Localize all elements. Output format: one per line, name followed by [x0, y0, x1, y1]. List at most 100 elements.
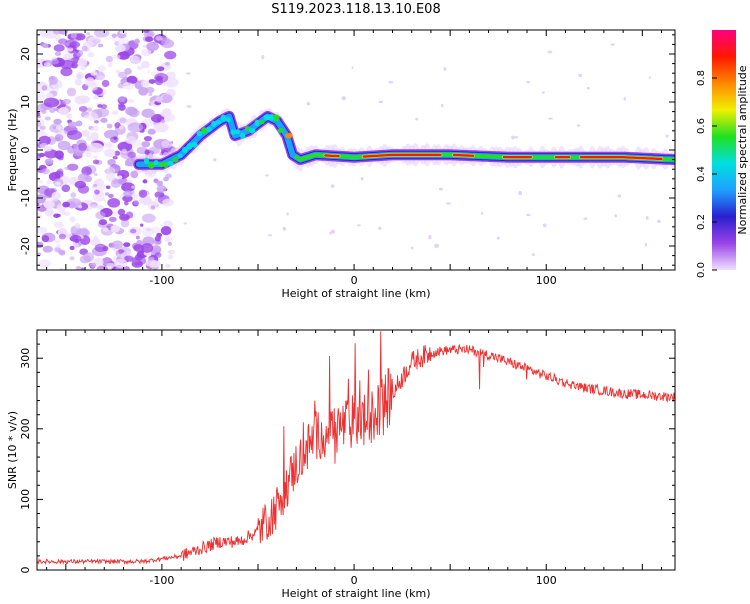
spectrogram-noise-blob	[69, 216, 75, 222]
spectrogram-speckle	[610, 43, 614, 45]
spectrogram-noise-blob	[114, 259, 127, 268]
spectrogram-noise-blob	[74, 239, 79, 244]
spectrogram-speckle	[614, 214, 617, 217]
spectrogram-speckle	[352, 66, 354, 69]
spectrogram-ridge-red	[454, 155, 473, 156]
spectrogram-noise-blob	[113, 55, 120, 60]
spectrogram-noise-blob	[97, 179, 101, 182]
spectrogram-ridge-blob	[206, 127, 212, 132]
spectrogram-speckle	[514, 136, 519, 138]
spectrogram-noise-blob	[107, 198, 120, 208]
spectrogram-speckle	[307, 102, 310, 106]
spectrogram-noise-blob	[141, 61, 150, 69]
spectrogram-speckle	[518, 191, 522, 195]
spectrogram-noise-blob	[161, 140, 173, 148]
spectrogram-noise-blob	[55, 52, 62, 56]
spectrogram-noise-blob	[164, 236, 172, 242]
spectrogram-xtick-label: 0	[351, 274, 358, 287]
spectrogram-noise-blob	[57, 169, 64, 175]
spectrogram-noise-blob	[54, 150, 64, 159]
spectrogram-speckle	[268, 234, 272, 236]
snr-ytick-label: 0	[19, 567, 32, 574]
spectrogram-noise-blob	[90, 71, 97, 76]
spectrogram-speckle	[618, 194, 621, 197]
colorbar-tick-label: 0.2	[696, 214, 707, 230]
spectrogram-speckle	[532, 253, 535, 256]
chart-title: S119.2023.118.13.10.E08	[0, 0, 712, 20]
spectrogram-noise-blob	[54, 221, 64, 228]
spectrogram-noise-blob	[93, 95, 98, 100]
spectrogram-noise-blob	[139, 190, 147, 198]
spectrogram-speckle	[583, 218, 587, 220]
spectrogram-speckle	[379, 227, 382, 230]
spectrogram-noise-blob	[48, 76, 58, 85]
spectrogram-speckle	[624, 97, 626, 101]
spectrogram-speckle	[361, 177, 364, 180]
spectrogram-ridge-blob	[154, 160, 159, 165]
spectrogram-noise-blob	[75, 181, 86, 189]
spectrogram-speckle	[187, 105, 192, 108]
spectrogram-ridge-blob	[273, 114, 280, 121]
spectrogram-noise-blob	[38, 259, 50, 268]
spectrogram-noise-blob	[130, 56, 140, 65]
spectrogram-noise-blob	[136, 236, 140, 240]
spectrogram-noise-blob	[59, 28, 69, 35]
spectrogram-noise-blob	[71, 33, 77, 39]
spectrogram-noise-blob	[103, 246, 109, 251]
spectrogram-noise-blob	[132, 256, 146, 265]
spectrogram-noise-blob	[134, 39, 140, 44]
spectrogram-noise-blob	[145, 87, 154, 93]
spectrogram-noise-blob	[94, 173, 98, 176]
spectrogram-speckle	[411, 246, 414, 249]
spectrogram-ridge-blob	[249, 128, 255, 134]
spectrogram-noise-blob	[149, 257, 155, 261]
spectrogram-xtick-label: -100	[149, 274, 174, 287]
spectrogram-noise-blob	[43, 200, 54, 209]
spectrogram-noise-blob	[67, 130, 82, 140]
spectrogram-noise-blob	[68, 122, 77, 128]
snr-xtick-label: 0	[351, 574, 358, 587]
spectrogram-noise-blob	[44, 116, 50, 120]
spectrogram-speckle	[357, 224, 361, 226]
spectrogram-noise-blob	[164, 51, 176, 60]
colorbar-tick-label: 0.6	[696, 118, 707, 134]
spectrogram-xtick-label: 100	[536, 274, 557, 287]
spectrogram-noise-blob	[118, 249, 124, 253]
spectrogram-ridge-blob	[230, 129, 235, 135]
spectrogram-noise-blob	[98, 75, 105, 80]
spectrogram-noise-blob	[93, 160, 100, 165]
spectrogram-noise-blob	[35, 139, 40, 143]
spectrogram-noise-blob	[95, 211, 105, 219]
snr-ytick-label: 100	[19, 489, 32, 510]
spectrogram-noise-blob	[123, 190, 133, 197]
spectrogram-noise-blob	[165, 62, 170, 66]
spectrogram-speckle	[526, 214, 531, 216]
spectrogram-noise-blob	[56, 126, 62, 131]
spectrogram-noise-blob	[108, 62, 113, 67]
spectrogram-noise-blob	[106, 56, 113, 63]
spectrogram-noise-blob	[118, 175, 123, 179]
spectrogram-noise-blob	[110, 225, 120, 232]
spectrogram-noise-blob	[123, 242, 130, 247]
spectrogram-noise-blob	[93, 156, 97, 159]
spectrogram-speckle	[282, 227, 286, 231]
spectrogram-noise-blob	[131, 185, 136, 188]
spectrogram-noise-blob	[141, 109, 154, 118]
spectrogram-noise-blob	[111, 179, 121, 187]
spectrogram-x-axis-label: Height of straight line (km)	[281, 287, 430, 300]
spectrogram-noise-blob	[143, 179, 148, 183]
spectrogram-ridge-blob	[235, 129, 240, 134]
snr-marks	[37, 331, 675, 563]
spectrogram-noise-blob	[36, 227, 47, 234]
spectrogram-noise-blob	[122, 149, 127, 154]
spectrogram-noise-blob	[35, 194, 46, 203]
spectrogram-noise-blob	[91, 128, 95, 131]
spectrogram-speckle	[587, 87, 590, 90]
spectrogram-noise-blob	[105, 167, 115, 176]
spectrogram-noise-blob	[86, 136, 91, 141]
spectrogram-noise-blob	[104, 149, 115, 157]
spectrogram-noise-blob	[55, 134, 64, 141]
spectrogram-noise-blob	[38, 180, 42, 183]
